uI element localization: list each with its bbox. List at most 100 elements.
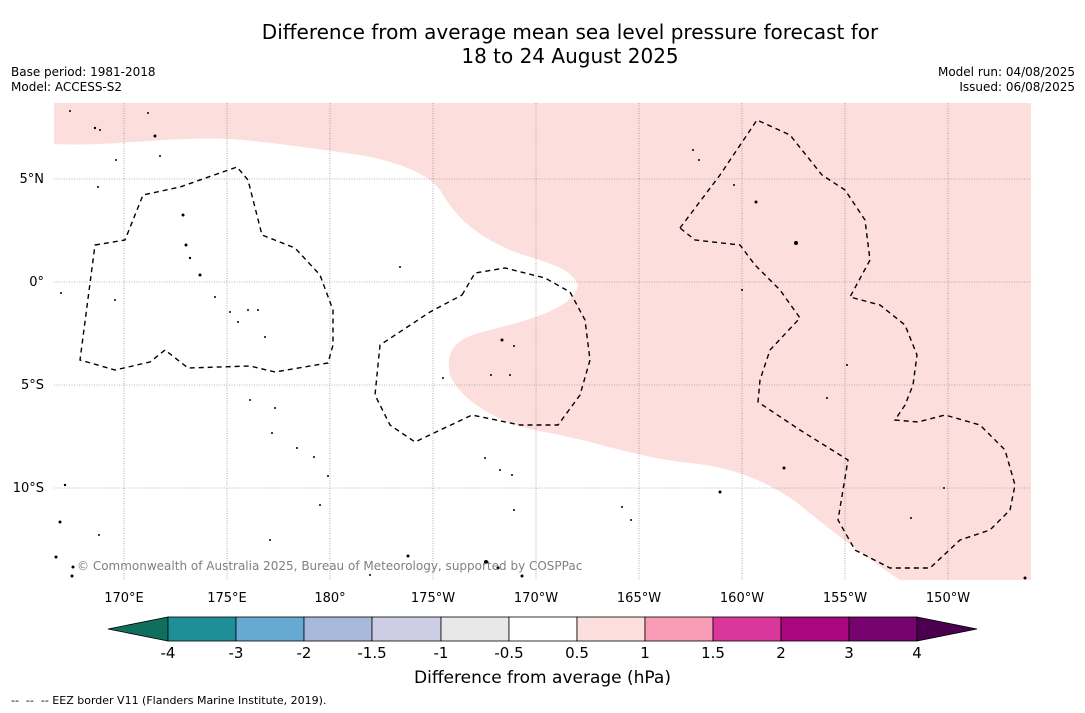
island — [93, 126, 97, 130]
island — [264, 336, 266, 338]
lon-label-150w: 150°W — [926, 591, 970, 606]
island — [271, 432, 273, 434]
island — [60, 292, 62, 294]
island — [910, 517, 912, 519]
lat-label-10s: 10°S — [13, 481, 44, 496]
lon-label-170w: 170°W — [514, 591, 558, 606]
island — [692, 149, 694, 151]
island — [249, 399, 251, 401]
colorbar-segment — [848, 616, 918, 642]
island — [826, 397, 828, 399]
map-area: © Commonwealth of Australia 2025, Bureau… — [54, 103, 1031, 580]
colorbar-tick-labels: -4 -3 -2 -1.5 -1 -0.5 0.5 1 1.5 2 3 4 — [161, 644, 922, 662]
colorbar-segment — [712, 616, 782, 642]
lon-label-170e: 170°E — [104, 591, 144, 606]
island — [58, 520, 62, 524]
island — [782, 466, 786, 470]
island — [159, 155, 161, 157]
island — [257, 309, 259, 311]
island — [846, 364, 848, 366]
island — [229, 311, 231, 313]
island — [153, 134, 157, 138]
island — [115, 159, 117, 161]
colorbar-segment — [167, 616, 237, 642]
islands — [54, 110, 1027, 580]
positive-anomaly-region — [54, 103, 1031, 580]
base-period: Base period: 1981-2018 — [11, 65, 156, 79]
colorbar-over-extension — [916, 616, 978, 642]
island — [484, 560, 488, 564]
island — [621, 506, 623, 508]
island — [296, 447, 298, 449]
lon-label-180: 180° — [314, 591, 345, 606]
island — [70, 574, 74, 578]
island — [188, 256, 192, 260]
island — [327, 475, 329, 477]
lat-label-0: 0° — [29, 275, 44, 290]
graticule — [54, 103, 1031, 580]
island — [513, 509, 515, 511]
longitude-labels: 170°E 175°E 180° 175°W 170°W 165°W 160°W… — [104, 591, 970, 606]
issued-date: Issued: 06/08/2025 — [959, 80, 1075, 94]
colorbar-tick: -1.5 — [357, 644, 386, 662]
island — [247, 309, 249, 311]
colorbar-segment — [371, 616, 442, 642]
colorbar-title: Difference from average (hPa) — [414, 668, 671, 688]
island — [97, 186, 99, 188]
island — [500, 338, 504, 342]
eez-border-kiribati-gilberts — [79, 166, 334, 373]
colorbar-segment — [644, 616, 714, 642]
meta-right: Model run: 04/08/2025 Issued: 06/08/2025 — [938, 65, 1075, 95]
eez-border-phoenix — [374, 267, 591, 443]
island — [733, 184, 735, 186]
island — [71, 565, 75, 569]
island — [499, 469, 501, 471]
island — [484, 457, 486, 459]
eez-border-line-islands — [679, 119, 1016, 569]
title-line-1: Difference from average mean sea level p… — [261, 20, 879, 44]
island — [274, 407, 276, 409]
colorbar-segment — [303, 616, 373, 642]
island — [513, 345, 515, 347]
lon-label-155w: 155°W — [823, 591, 867, 606]
colorbar-segment — [440, 616, 510, 642]
colorbar-tick: 1.5 — [701, 644, 725, 662]
latitude-labels: 5°N 0° 5°S 10°S — [13, 172, 44, 496]
island — [490, 374, 492, 376]
lat-label-5n: 5°N — [20, 172, 45, 187]
island — [63, 483, 67, 487]
island — [214, 296, 216, 298]
island — [147, 112, 149, 114]
island — [369, 574, 371, 576]
colorbar-under-extension — [107, 616, 169, 642]
island — [698, 159, 700, 161]
island — [99, 129, 101, 131]
island — [1023, 576, 1027, 580]
title-line-2: 18 to 24 August 2025 — [461, 44, 679, 68]
lon-label-175e: 175°E — [207, 591, 247, 606]
island — [399, 266, 401, 268]
island — [184, 243, 188, 247]
lat-label-5s: 5°S — [21, 378, 44, 393]
island — [496, 566, 500, 570]
island — [69, 110, 71, 112]
lon-label-175w: 175°W — [411, 591, 455, 606]
island — [406, 554, 410, 558]
model-run: Model run: 04/08/2025 — [937, 65, 1075, 79]
colorbar-tick: -1 — [434, 644, 449, 662]
colorbar-tick: -0.5 — [494, 644, 523, 662]
island — [943, 487, 945, 489]
island — [98, 534, 100, 536]
copyright-notice: © Commonwealth of Australia 2025, Bureau… — [77, 559, 582, 573]
island — [511, 474, 513, 476]
island — [442, 377, 444, 379]
island — [319, 504, 321, 506]
colorbar-tick: 1 — [640, 644, 650, 662]
model-name: Model: ACCESS-S2 — [11, 80, 123, 94]
island — [269, 539, 271, 541]
island — [520, 574, 524, 578]
colorbar — [107, 616, 978, 642]
island — [237, 321, 239, 323]
colorbar-segment — [235, 616, 305, 642]
